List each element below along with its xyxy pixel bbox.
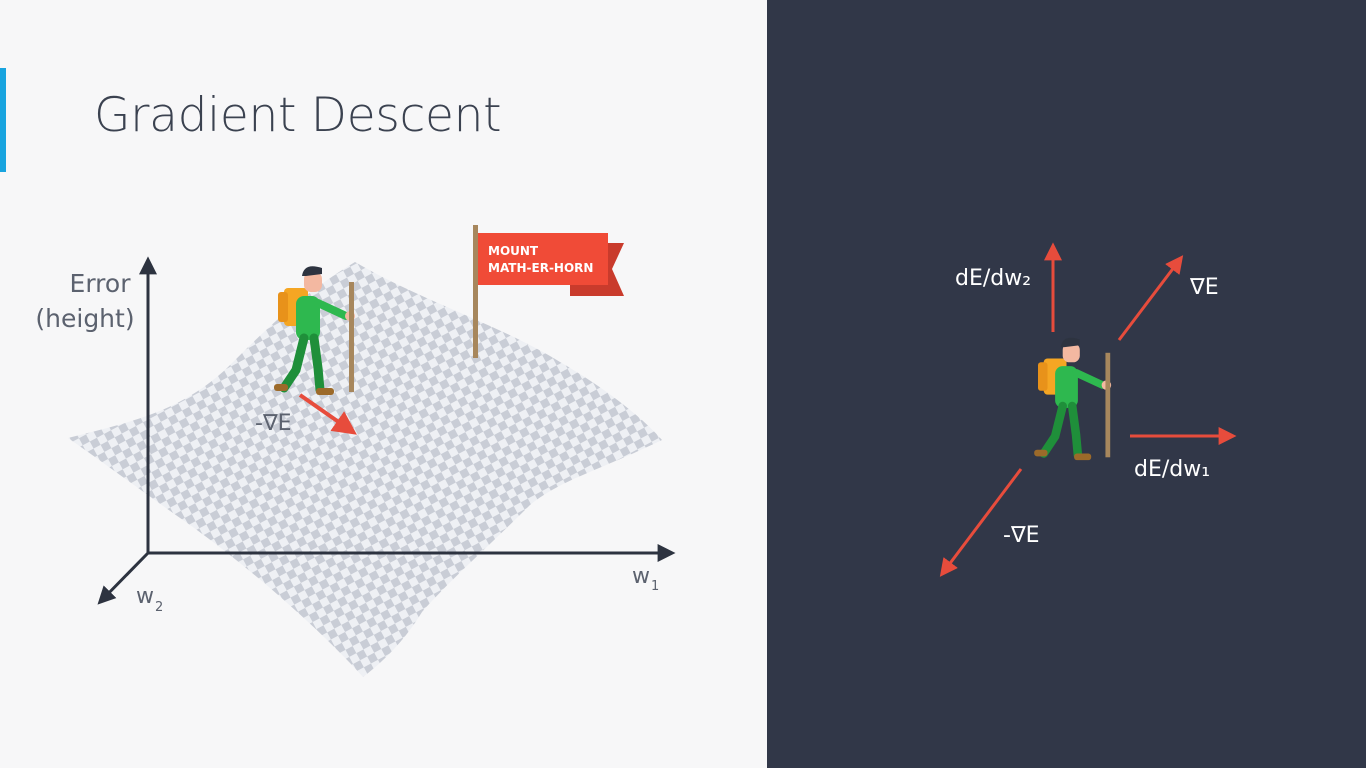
x-axis-label: w xyxy=(632,564,650,589)
z-axis xyxy=(97,551,150,605)
y-axis-label-error: Error xyxy=(70,269,132,298)
flag-pole xyxy=(473,225,478,358)
hiker-right xyxy=(1034,338,1111,460)
flag-text-line1: MOUNT xyxy=(488,244,539,258)
neg-gradient-label-right: -∇E xyxy=(1003,523,1040,548)
flag-banner xyxy=(478,233,608,285)
neg-gradient-label-left: -∇E xyxy=(255,411,292,436)
gradient-arrow xyxy=(1117,255,1184,341)
de-dw2-label: dE/dw₂ xyxy=(955,266,1031,291)
accent-bar xyxy=(0,68,6,172)
z-axis-label: w xyxy=(136,584,154,609)
slide-title: Gradient Descent xyxy=(94,88,502,143)
neg-gradient-arrow-right xyxy=(939,468,1023,577)
neg-gradient-arrow-left xyxy=(298,393,357,435)
z-axis-subscript: 2 xyxy=(155,600,163,615)
flag-text-line2: MATH-ER-HORN xyxy=(488,261,593,275)
de-dw1-label: dE/dw₁ xyxy=(1134,457,1210,482)
x-axis-subscript: 1 xyxy=(651,579,659,594)
gradient-label: ∇E xyxy=(1189,275,1219,300)
y-axis-label-height: (height) xyxy=(35,304,134,333)
error-surface xyxy=(68,262,662,677)
